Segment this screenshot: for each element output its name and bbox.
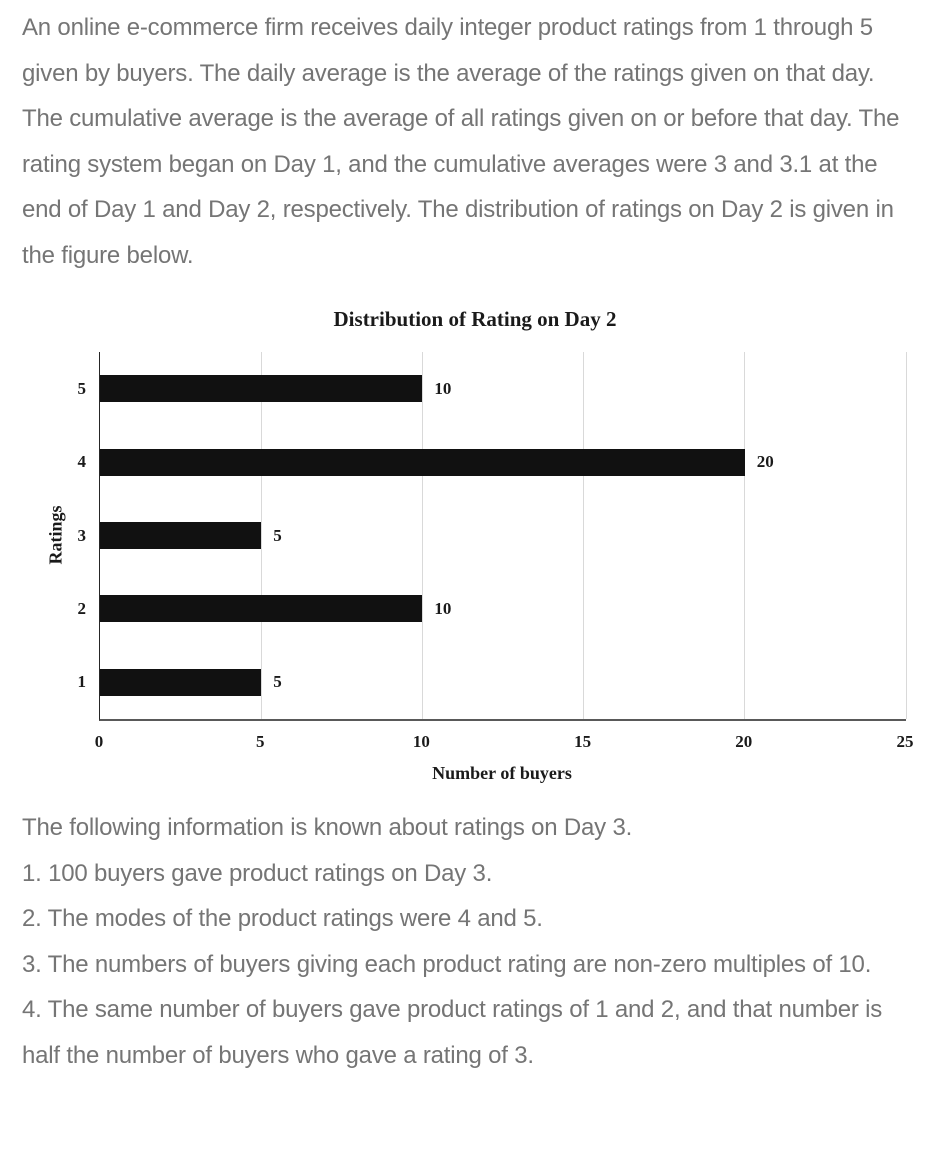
gridline-x-10 [421, 352, 423, 719]
gridline-x-15 [583, 352, 585, 719]
y-tick-label-3: 3 [77, 525, 87, 545]
bar-rating-1 [100, 668, 262, 696]
x-tick-label-5: 5 [255, 732, 265, 751]
bar-rating-2 [100, 595, 423, 623]
day3-item-3: 3. The numbers of buyers giving each pro… [22, 950, 872, 978]
day3-item-2: 2. The modes of the product ratings were… [22, 905, 543, 932]
bar-rating-5 [100, 375, 423, 403]
y-tick-label-4: 4 [77, 452, 87, 472]
x-tick-label-25: 25 [896, 732, 914, 751]
y-tick-label-1: 1 [77, 672, 87, 692]
bar-value-label: 10 [434, 378, 452, 398]
bar-value-label: 20 [756, 452, 774, 472]
rating-distribution-chart: Distribution of Rating on Day 2 Ratings … [0, 300, 950, 800]
x-axis-ticks: 0 5 10 15 20 25 [95, 732, 914, 754]
y-tick-label-5: 5 [77, 378, 87, 398]
bar-value-label: 10 [434, 598, 452, 618]
bar-value-label: 5 [273, 525, 282, 545]
bar-value-label: 5 [273, 672, 282, 692]
bar-rating-3 [100, 522, 262, 549]
gridline-x-20 [744, 352, 746, 719]
day3-item-1: 1. 100 buyers gave product ratings on Da… [22, 859, 493, 887]
intro-paragraph: An online e-commerce firm receives daily… [22, 14, 900, 269]
y-axis-ticks: 5 4 3 2 1 [46, 352, 87, 719]
day3-item-4: 4. The same number of buyers gave produc… [22, 996, 883, 1069]
x-tick-label-15: 15 [574, 732, 592, 751]
x-tick-label-0: 0 [94, 732, 104, 751]
y-tick-label-2: 2 [77, 598, 87, 618]
x-tick-label-10: 10 [412, 732, 430, 751]
x-axis-title: Number of buyers [432, 763, 572, 783]
gridline-x-5 [260, 352, 262, 719]
plot-area: 10 20 5 10 5 [99, 352, 907, 721]
x-tick-label-20: 20 [735, 732, 753, 751]
day3-heading: The following information is known about… [22, 814, 633, 841]
day3-info-block: The following information is known about… [22, 805, 917, 1078]
chart-title: Distribution of Rating on Day 2 [333, 307, 617, 331]
gridline-x-25 [905, 352, 907, 719]
bar-rating-4 [100, 448, 745, 476]
